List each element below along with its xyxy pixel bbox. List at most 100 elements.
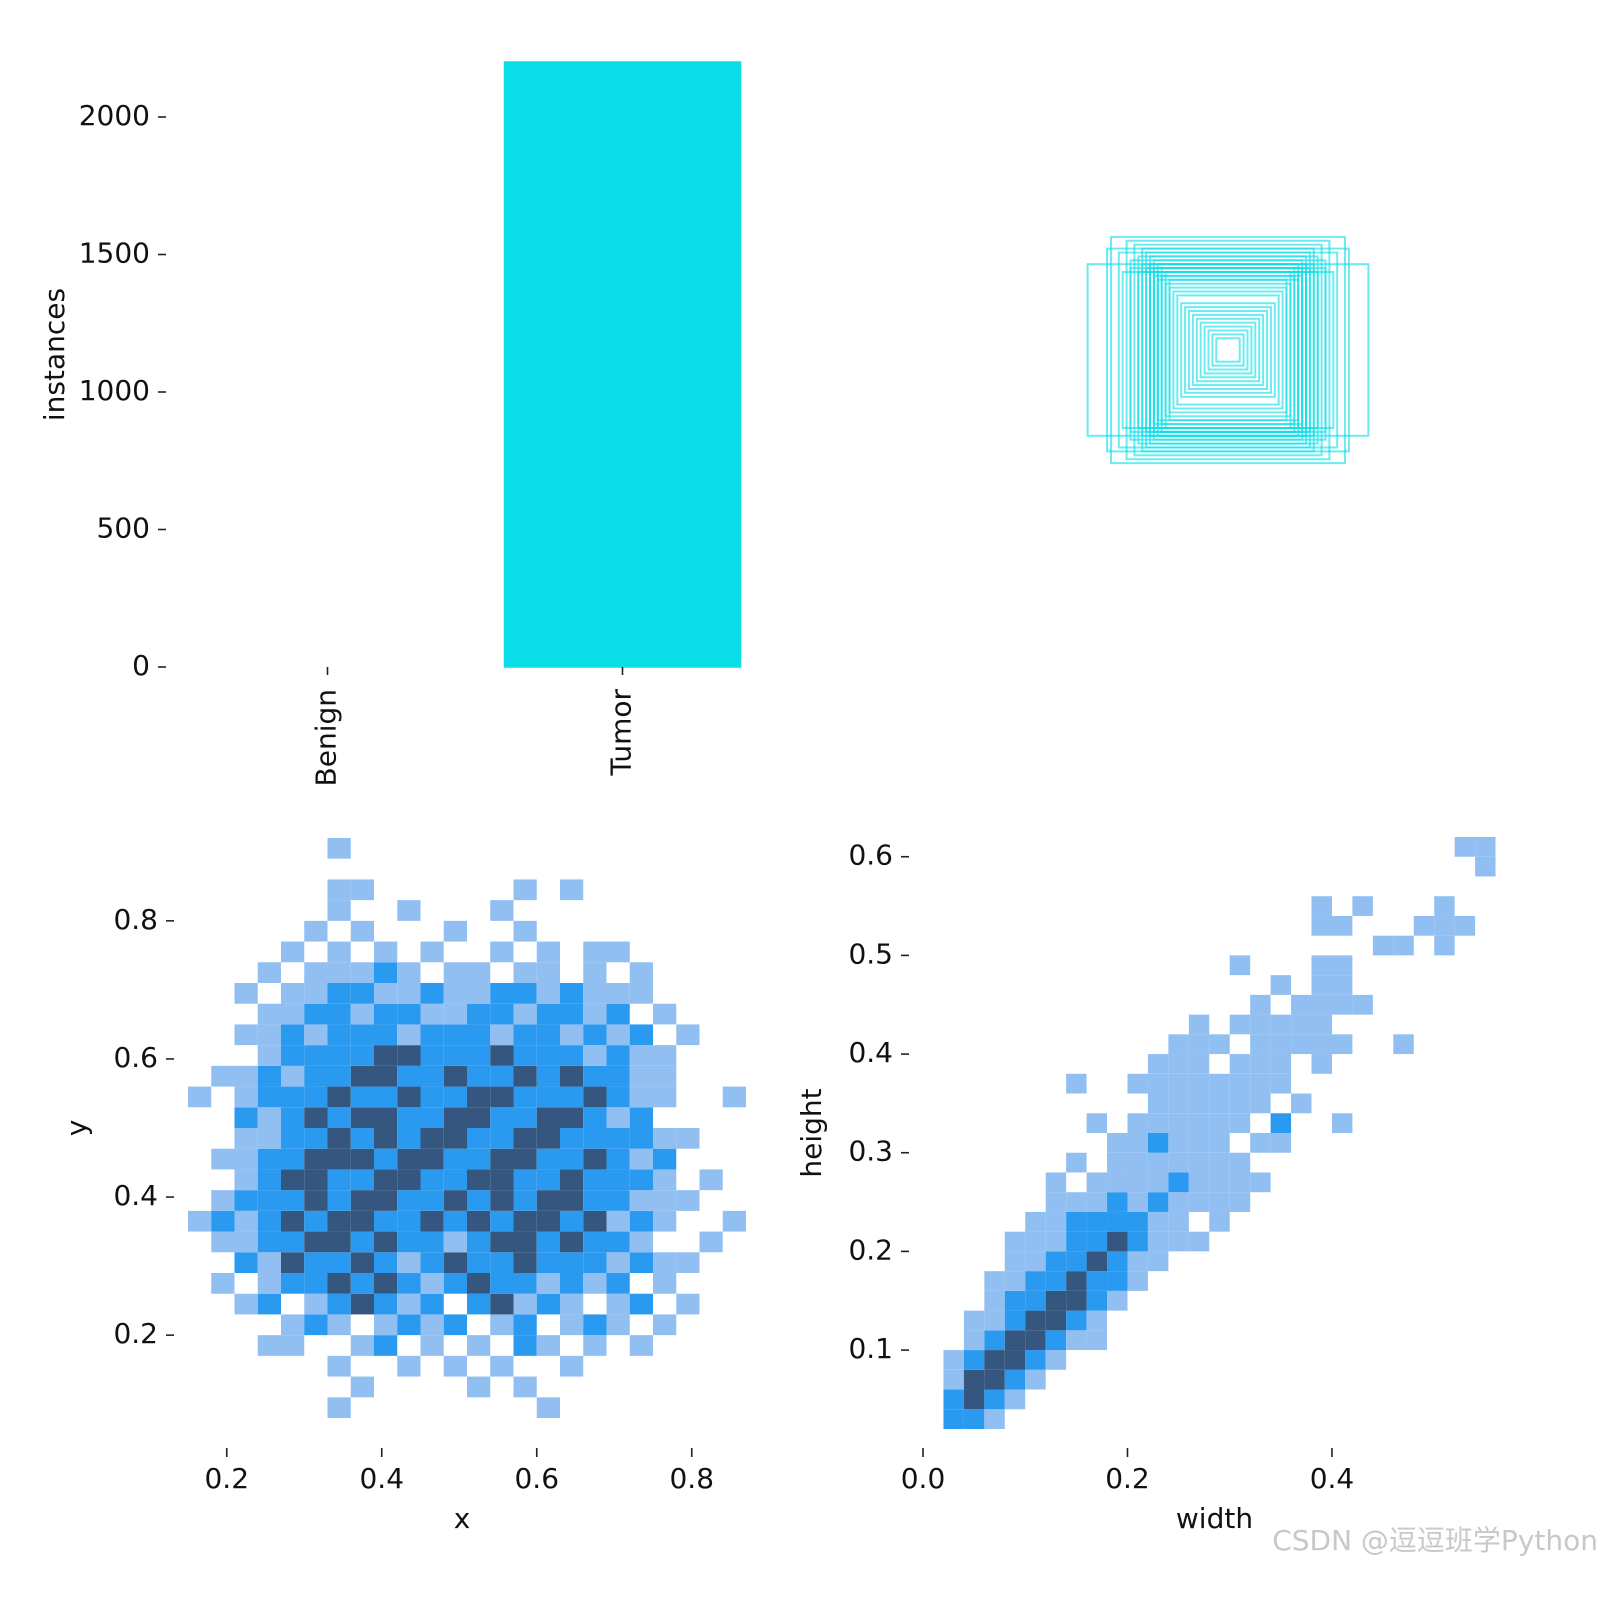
hist-cell	[536, 1086, 560, 1108]
hist-cell	[1147, 1211, 1169, 1232]
hist-cell	[699, 1169, 723, 1191]
hist-cell	[1045, 1172, 1067, 1193]
hist-cell	[257, 1231, 281, 1253]
hist-cell	[560, 1210, 584, 1232]
hist-cell	[560, 1086, 584, 1108]
y-axis-label: y	[60, 1120, 93, 1137]
hist-cell	[1188, 1152, 1210, 1173]
hist-cell	[1168, 1172, 1189, 1193]
label-box	[1215, 337, 1241, 363]
hist-cell	[1066, 1231, 1087, 1252]
hist-cell	[722, 1210, 746, 1232]
hist-cell	[1045, 1310, 1067, 1331]
hist-cell	[1147, 1133, 1169, 1153]
hist-cell	[629, 1148, 653, 1170]
hist-cell	[304, 1024, 328, 1046]
hist-cell	[397, 1355, 421, 1377]
hist-cell	[513, 1024, 537, 1046]
hist-cell	[1229, 955, 1251, 976]
hist-cell	[1188, 1133, 1210, 1153]
hist-cell	[327, 1252, 351, 1273]
hist-cell	[257, 962, 281, 983]
hist-cell	[536, 1397, 560, 1418]
hist-cell	[304, 1003, 328, 1025]
hist-cell	[606, 1314, 630, 1336]
hist-cell	[560, 1169, 584, 1191]
hist-cell	[1209, 1152, 1230, 1173]
label-box	[1117, 251, 1339, 449]
hist-cell	[350, 1376, 374, 1398]
label-box	[1160, 274, 1296, 426]
hist-cell	[397, 962, 421, 983]
hist-cell	[420, 1190, 444, 1211]
hist-cell	[536, 1252, 560, 1273]
hist-cell	[984, 1271, 1005, 1291]
hist-cell	[1372, 935, 1394, 956]
hist-cell	[420, 1086, 444, 1108]
hist-cell	[327, 1024, 351, 1046]
hist-cell	[606, 1107, 630, 1128]
hist-cell	[443, 1024, 467, 1046]
hist-cell	[606, 1190, 630, 1211]
hist-cell	[606, 1003, 630, 1025]
hist-cell	[629, 1190, 653, 1211]
hist-cell	[536, 1273, 560, 1294]
hist-cell	[443, 1252, 467, 1273]
hist-cell	[606, 1086, 630, 1108]
hist-cell	[350, 1169, 374, 1191]
hist-cell	[374, 983, 398, 1004]
hist-cell	[1025, 1211, 1046, 1232]
hist-cell	[327, 1107, 351, 1128]
hist-cell	[583, 1065, 607, 1087]
hist-cell	[699, 1231, 723, 1253]
hist-cell	[653, 1065, 677, 1087]
hist-cell	[1168, 1133, 1189, 1153]
x-tick-label: Tumor	[605, 689, 638, 777]
hist-cell	[281, 1314, 305, 1336]
hist-cell	[583, 1003, 607, 1025]
hist-cell	[536, 1335, 560, 1356]
y-tick-label: 2000	[79, 99, 150, 132]
hist-cell	[560, 1273, 584, 1294]
x-tick-label: Benign	[310, 689, 343, 786]
hist-cell	[560, 1231, 584, 1253]
hist-cell	[1291, 1014, 1312, 1035]
hist-cell	[1004, 1310, 1026, 1331]
hist-cell	[257, 1065, 281, 1087]
hist-cell	[374, 1273, 398, 1294]
hist-cell	[583, 1252, 607, 1273]
hist-cell	[1229, 1192, 1251, 1212]
hist-cell	[583, 1045, 607, 1066]
hist-cell	[304, 1086, 328, 1108]
hist-cell	[327, 1355, 351, 1377]
hist-cell	[281, 1335, 305, 1356]
hist-cell	[350, 1190, 374, 1211]
hist-cell	[350, 1107, 374, 1128]
hist-cell	[560, 1355, 584, 1377]
hist-cell	[327, 1231, 351, 1253]
hist-cell	[490, 1086, 514, 1108]
hist-cell	[327, 1003, 351, 1025]
hist-cell	[397, 1128, 421, 1149]
hist-cell	[374, 1065, 398, 1087]
hist-cell	[420, 983, 444, 1004]
hist-cell	[629, 1169, 653, 1191]
hist-cell	[1168, 1034, 1189, 1055]
hist-cell	[397, 1169, 421, 1191]
label-box	[1195, 317, 1261, 383]
hist-cell	[1270, 1034, 1292, 1055]
y-tick-label: 0.5	[848, 937, 893, 970]
hist-cell	[234, 1086, 258, 1108]
hist-cell	[653, 1128, 677, 1149]
hist-cell	[1291, 1093, 1312, 1114]
hist-cell	[374, 1314, 398, 1336]
hist-cell	[1045, 1290, 1067, 1311]
hist-cell	[963, 1350, 985, 1370]
hist-cell	[536, 1231, 560, 1253]
hist-cell	[234, 1190, 258, 1211]
hist-cell	[560, 1148, 584, 1170]
hist-cell	[629, 962, 653, 983]
hist-cell	[327, 1065, 351, 1087]
hist-cell	[1066, 1211, 1087, 1232]
hist-cell	[467, 1252, 491, 1273]
